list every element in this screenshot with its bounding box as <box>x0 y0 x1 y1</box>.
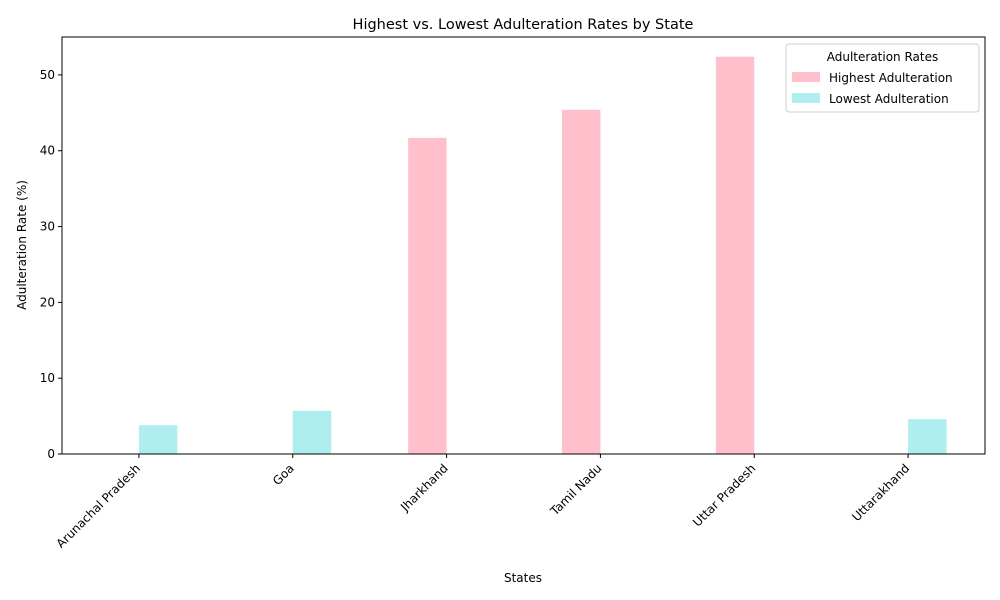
legend-title: Adulteration Rates <box>827 50 939 64</box>
legend-box <box>785 43 980 113</box>
bar-lowest <box>908 419 947 454</box>
bar-lowest <box>138 425 178 454</box>
bar-highest <box>408 137 447 454</box>
x-tick-label: Tamil Nadu <box>547 461 605 519</box>
x-tick-label: Jharkhand <box>397 461 450 514</box>
y-tick-label: 30 <box>40 220 55 234</box>
plot-area <box>61 36 986 455</box>
plot-frame <box>61 36 986 455</box>
y-axis-label: Adulteration Rate (%) <box>15 180 29 310</box>
legend-entry: Highest Adulteration <box>829 71 953 85</box>
legend-swatch <box>792 72 820 82</box>
x-axis-label: States <box>504 571 542 585</box>
y-tick-label: 20 <box>40 295 55 309</box>
y-tick-label: 50 <box>40 68 55 82</box>
legend-entry: Lowest Adulteration <box>829 92 949 106</box>
bar-highest <box>715 56 755 454</box>
x-tick-label: Uttarakhand <box>849 461 912 524</box>
bar-lowest <box>292 410 332 454</box>
legend-swatch <box>792 93 820 103</box>
x-axis: Arunachal Pradesh Goa Jharkhand Tamil Nadu U… <box>54 454 912 551</box>
y-tick-label: 40 <box>40 144 55 158</box>
x-tick-label: Uttar Pradesh <box>690 461 758 529</box>
y-axis: 0 10 20 30 40 50 <box>40 68 62 461</box>
y-tick-label: 0 <box>47 447 55 461</box>
chart-title: Highest vs. Lowest Adulteration Rates by… <box>353 17 694 33</box>
bar-highest <box>561 109 601 454</box>
x-tick-label: Arunachal Pradesh <box>54 461 144 551</box>
x-tick-label: Goa <box>270 461 297 488</box>
y-tick-label: 10 <box>40 371 55 385</box>
legend: Adulteration Rates Highest Adulteration Lo… <box>785 43 980 113</box>
